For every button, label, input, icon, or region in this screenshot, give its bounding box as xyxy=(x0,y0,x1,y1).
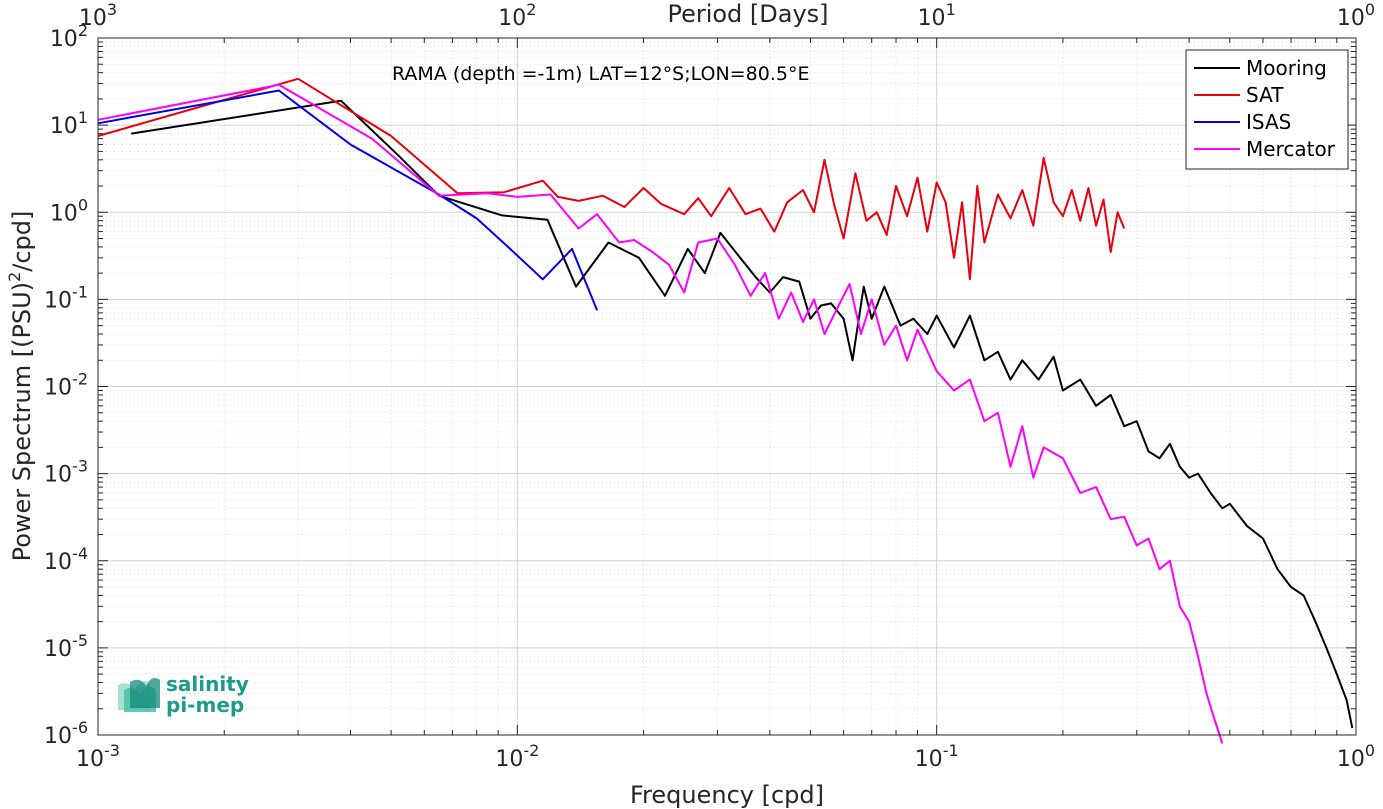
y-tick-labels: 102 101 100 10-1 10-2 10-3 10-4 10-5 10-6 xyxy=(44,21,88,749)
tick-marks xyxy=(97,37,1357,736)
logo-text-line1: salinity xyxy=(166,672,249,696)
x-tick-label: 10-1 xyxy=(915,741,959,772)
y-axis-label-tail: /cpd] xyxy=(8,211,36,272)
y-tick-label: 100 xyxy=(50,195,88,226)
station-annotation: RAMA (depth =-1m) LAT=12°S;LON=80.5°E xyxy=(392,63,809,85)
x-tick-label: 100 xyxy=(1337,741,1375,772)
top-tick-label: 100 xyxy=(1337,0,1375,31)
legend: Mooring SAT ISAS Mercator xyxy=(1185,49,1349,170)
y-tick-label: 101 xyxy=(50,108,88,139)
top-tick-label: 102 xyxy=(498,0,536,31)
top-tick-label: 103 xyxy=(79,0,117,31)
series-layer xyxy=(97,77,1354,744)
y-tick-label: 10-4 xyxy=(44,544,88,575)
top-axis-label: Period [Days] xyxy=(667,0,828,28)
x-tick-label: 10-2 xyxy=(495,741,539,772)
series-line-mercator xyxy=(97,83,1224,744)
series-line-isas xyxy=(97,89,599,311)
x-axis-label: Frequency [cpd] xyxy=(630,781,824,809)
legend-label-mercator: Mercator xyxy=(1246,137,1336,161)
legend-label-mooring: Mooring xyxy=(1246,56,1327,80)
legend-label-isas: ISAS xyxy=(1246,110,1291,134)
legend-label-sat: SAT xyxy=(1246,83,1284,107)
y-tick-label: 10-6 xyxy=(44,718,88,749)
series-line-sat xyxy=(97,77,1126,281)
salinity-pi-mep-logo: salinity pi-mep xyxy=(118,672,249,717)
y-tick-label: 10-5 xyxy=(44,631,88,662)
y-tick-label: 102 xyxy=(50,21,88,52)
logo-text-line2: pi-mep xyxy=(166,693,244,717)
y-axis-label-sup: 2 xyxy=(5,272,24,282)
y-tick-label: 10-2 xyxy=(44,370,88,401)
top-tick-label: 101 xyxy=(918,0,956,31)
x-tick-label: 10-3 xyxy=(76,741,120,772)
y-axis-label-main: Power Spectrum [(PSU) xyxy=(8,282,36,561)
y-axis-label: Power Spectrum [(PSU)2/cpd] xyxy=(5,211,36,562)
top-tick-labels: 103 102 101 100 xyxy=(79,0,1375,31)
y-tick-label: 10-1 xyxy=(44,282,88,313)
y-tick-label: 10-3 xyxy=(44,457,88,488)
x-tick-labels: 10-3 10-2 10-1 100 xyxy=(76,741,1375,772)
